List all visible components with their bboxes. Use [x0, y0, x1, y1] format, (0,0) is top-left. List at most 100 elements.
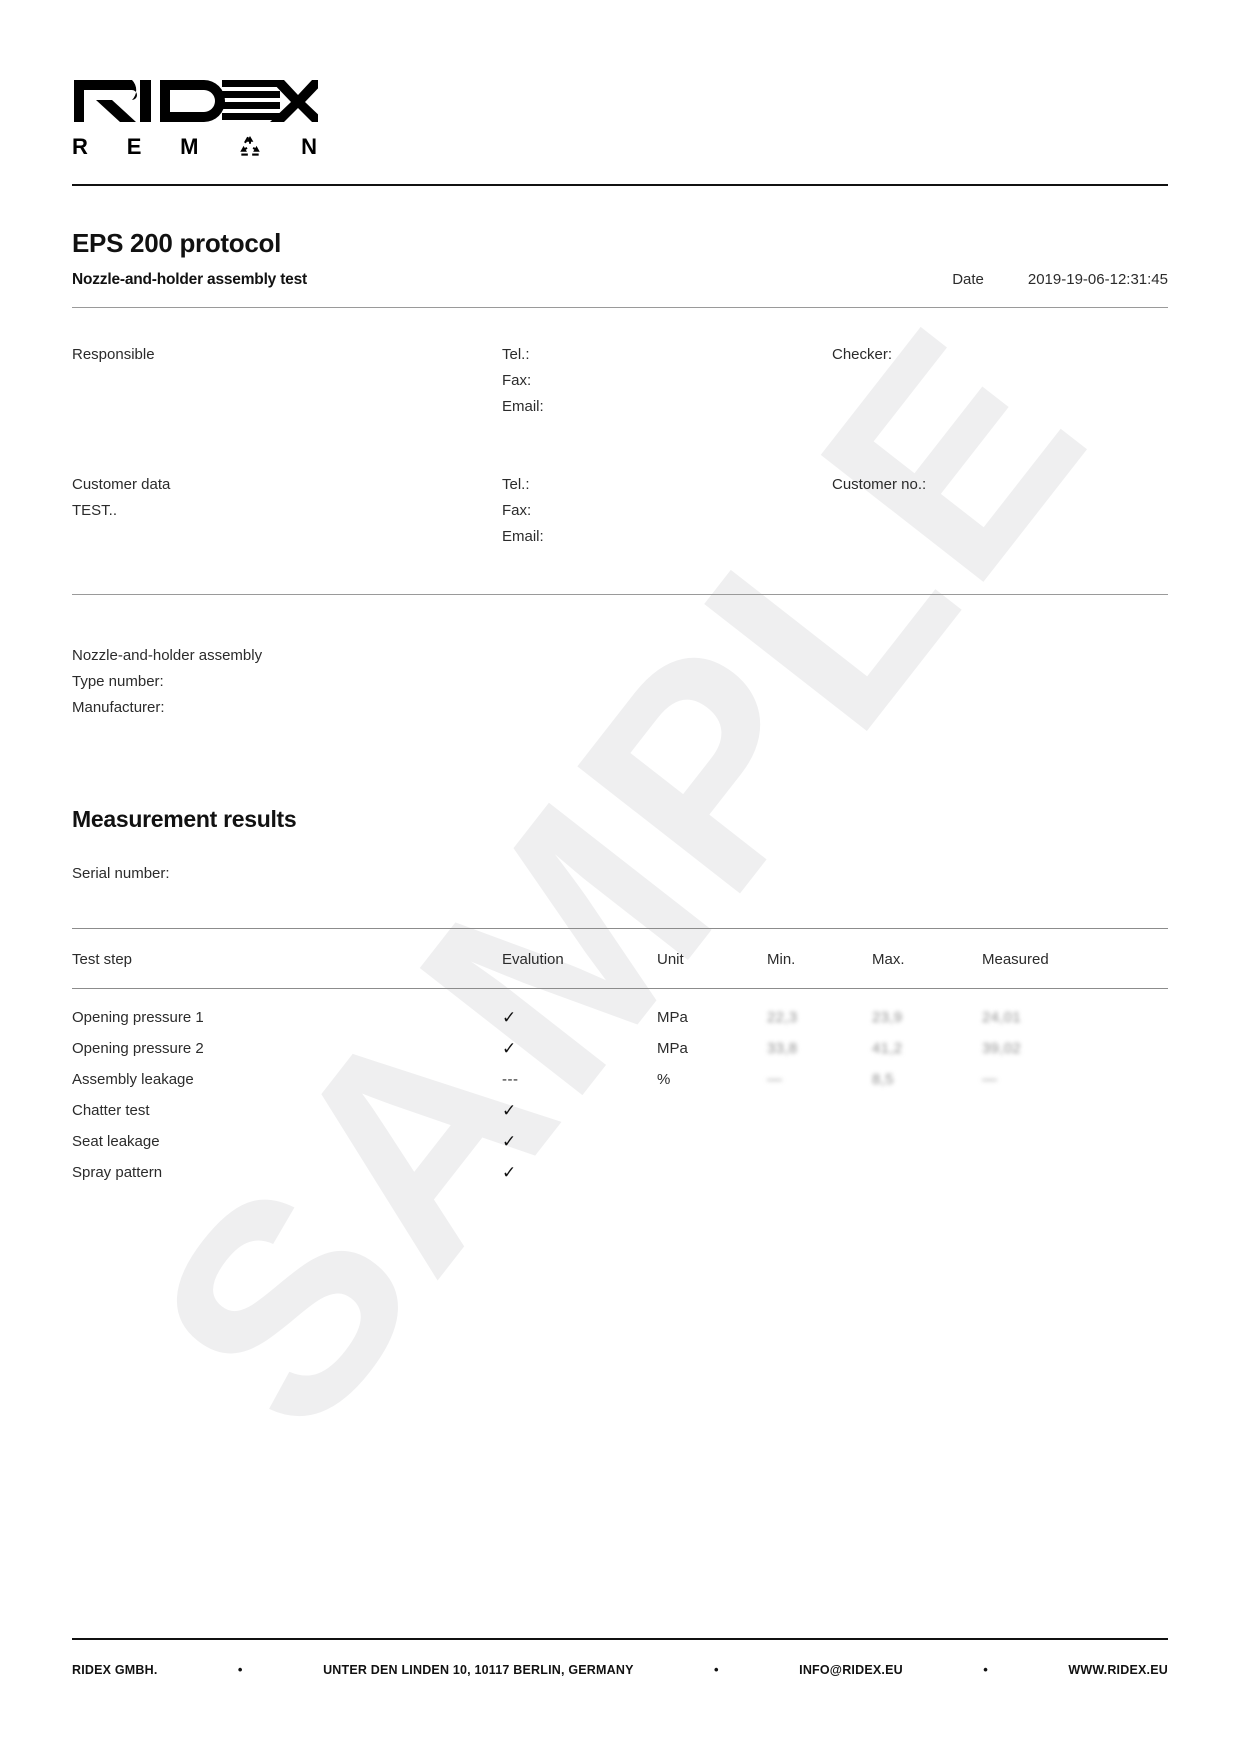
cell-test-step: Seat leakage [72, 1133, 160, 1151]
assembly-type-number-label: Type number: [72, 672, 164, 690]
serial-number-label: Serial number: [72, 865, 170, 883]
page-footer: RIDEX GMBH. • UNTER DEN LINDEN 10, 10117… [72, 1638, 1168, 1677]
title-area: EPS 200 protocol Nozzle-and-holder assem… [72, 228, 1168, 308]
responsible-label: Responsible [72, 346, 155, 363]
footer-company: RIDEX GMBH. [72, 1662, 158, 1677]
customer-data-label: Customer data [72, 476, 171, 493]
cell-unit [657, 1095, 767, 1126]
cell-evaluation: ✓ [502, 1163, 517, 1183]
cell-evaluation: ✓ [502, 1101, 517, 1121]
responsible-fax-label: Fax: [502, 372, 532, 389]
footer-row: RIDEX GMBH. • UNTER DEN LINDEN 10, 10117… [72, 1662, 1168, 1677]
customer-tel-label: Tel.: [502, 476, 530, 493]
cell-max [872, 1095, 982, 1126]
cell-evaluation: ✓ [502, 1132, 517, 1152]
customer-fax-label: Fax: [502, 502, 532, 519]
cell-evaluation: --- [502, 1071, 519, 1089]
table-row: Seat leakage ✓ [72, 1126, 1168, 1157]
cell-max [872, 1126, 982, 1157]
ridex-wordmark-icon [74, 80, 318, 122]
responsible-name-value [72, 368, 502, 394]
customer-names-column: Customer data TEST.. [72, 472, 502, 550]
remon-subwordmark: R E M N [72, 134, 318, 160]
column-header-min: Min. [767, 928, 872, 990]
footer-separator-3: • [983, 1662, 988, 1677]
cell-max [872, 1157, 982, 1188]
cell-measured: 39,02 [982, 1040, 1022, 1058]
assembly-block: Nozzle-and-holder assembly Type number: … [72, 643, 1168, 720]
column-header-max: Max. [872, 928, 982, 990]
table-header: Test step Evalution Unit Min. Max. Measu… [72, 928, 1168, 990]
cell-measured: 24,01 [982, 1009, 1022, 1027]
table-header-row: Test step Evalution Unit Min. Max. Measu… [72, 928, 1168, 990]
cell-test-step: Spray pattern [72, 1164, 163, 1182]
footer-address: UNTER DEN LINDEN 10, 10117 BERLIN, GERMA… [323, 1662, 634, 1677]
cell-measured: — [982, 1071, 998, 1089]
column-header-evalution: Evalution [502, 928, 657, 990]
footer-website: WWW.RIDEX.EU [1068, 1662, 1168, 1677]
table-row: Spray pattern ✓ [72, 1157, 1168, 1188]
column-header-unit: Unit [657, 928, 767, 990]
table-body: Opening pressure 1 ✓ MPa 22,3 23,9 24,01 Openi… [72, 989, 1168, 1189]
recycle-icon [240, 135, 261, 156]
measurement-results-table: Test step Evalution Unit Min. Max. Measu… [72, 928, 1168, 1188]
cell-test-step: Chatter test [72, 1102, 150, 1120]
column-header-measured: Measured [982, 928, 1168, 990]
table-row: Opening pressure 1 ✓ MPa 22,3 23,9 24,01 [72, 989, 1168, 1034]
footer-divider [72, 1638, 1168, 1640]
cell-unit: MPa [657, 1040, 688, 1058]
checker-label: Checker: [832, 346, 893, 363]
cell-max: 8,5 [872, 1071, 894, 1089]
remon-letter-r: R [72, 134, 89, 159]
title-divider [72, 307, 1168, 308]
customer-name-value: TEST.. [72, 502, 118, 519]
header-divider [72, 184, 1168, 186]
section-divider [72, 594, 1168, 595]
remon-letter-e: E [126, 134, 143, 159]
cell-measured [982, 1157, 1168, 1188]
remon-letter-m: M [180, 134, 200, 159]
cell-test-step: Opening pressure 1 [72, 1009, 204, 1027]
table-row: Assembly leakage ---% — 8,5 — [72, 1064, 1168, 1095]
brand-logo: R E M N [72, 0, 1168, 186]
cell-min: — [767, 1071, 783, 1089]
customer-email-label: Email: [502, 528, 544, 545]
footer-email: INFO@RIDEX.EU [799, 1662, 903, 1677]
cell-min [767, 1126, 872, 1157]
column-header-test-step: Test step [72, 928, 502, 990]
date-label: Date [952, 271, 984, 288]
checker-column: Checker: [832, 342, 1168, 420]
customer-no-label: Customer no.: [832, 476, 927, 493]
cell-max: 41,2 [872, 1040, 903, 1058]
cell-unit [657, 1157, 767, 1188]
date-value: 2019-19-06-12:31:45 [1027, 271, 1168, 288]
cell-evaluation: ✓ [502, 1039, 517, 1059]
cell-min: 33,8 [767, 1040, 798, 1058]
customer-no-value [832, 498, 1168, 524]
measurement-results-heading: Measurement results [72, 806, 297, 833]
cell-min [767, 1095, 872, 1126]
footer-separator-2: • [714, 1662, 719, 1677]
table-row: Chatter test ✓ [72, 1095, 1168, 1126]
page-subtitle: Nozzle-and-holder assembly test [72, 271, 307, 288]
responsible-email-label: Email: [502, 398, 544, 415]
remon-letter-n: N [301, 134, 318, 159]
cell-measured [982, 1095, 1168, 1126]
cell-measured [982, 1126, 1168, 1157]
responsible-names-column: Responsible [72, 342, 502, 420]
cell-test-step: Opening pressure 2 [72, 1040, 204, 1058]
customer-block: Customer data TEST.. Tel.: Fax: Email: C… [72, 472, 1168, 550]
table-row: Opening pressure 2 ✓ MPa 33,8 41,2 39,02 [72, 1033, 1168, 1064]
cell-evaluation: ✓ [502, 1008, 517, 1028]
cell-unit: MPa [657, 1009, 688, 1027]
page-title: EPS 200 protocol [72, 228, 282, 258]
date-group: Date 2019-19-06-12:31:45 [952, 271, 1168, 288]
assembly-title: Nozzle-and-holder assembly [72, 647, 263, 664]
cell-test-step: Assembly leakage [72, 1071, 194, 1089]
footer-separator-1: • [237, 1662, 243, 1677]
cell-unit [657, 1126, 767, 1157]
cell-min: 22,3 [767, 1009, 798, 1027]
responsible-contact-column: Tel.: Fax: Email: [502, 342, 832, 420]
cell-min [767, 1157, 872, 1188]
